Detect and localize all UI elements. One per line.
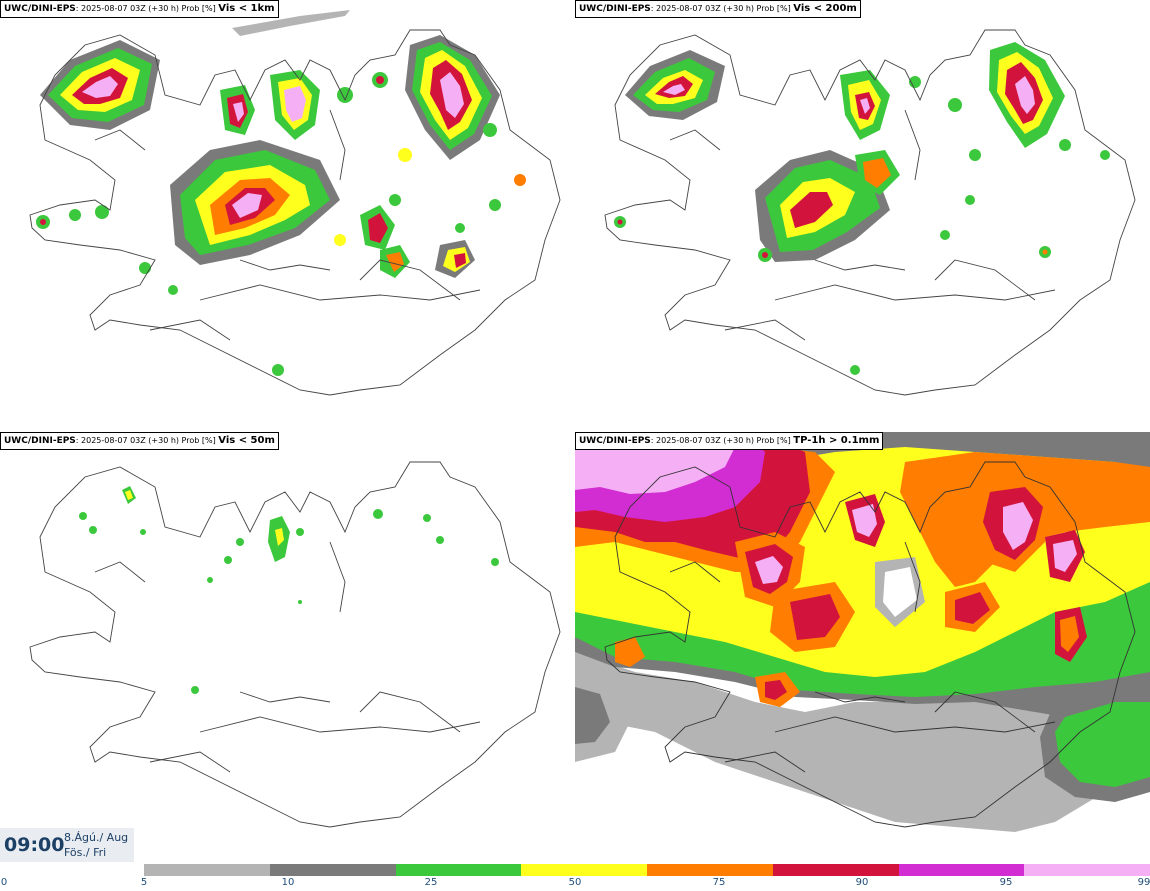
map-canvas: [604, 29, 1136, 396]
probability-field: [36, 10, 526, 376]
panel-variable: Vis < 200m: [793, 3, 857, 14]
valid-time-box: 09:00 8.Ágú./ Aug Fös./ Fri: [0, 828, 134, 862]
panel-variable: TP-1h > 0.1mm: [793, 435, 880, 446]
colorbar-segment: [395, 864, 522, 876]
panel-source: UWC/DINI-EPS: [579, 436, 651, 446]
panel-info: : 2025-08-07 03Z (+30 h) Prob [%]: [75, 436, 219, 445]
map-canvas: [29, 10, 561, 396]
colorbar-tick-label: 90: [855, 877, 869, 888]
map-panel-vis-50m: UWC/DINI-EPS: 2025-08-07 03Z (+30 h) Pro…: [0, 432, 575, 862]
map-canvas: [575, 432, 1150, 832]
colorbar-segment: [144, 864, 270, 876]
colorbar-tick-label: 95: [999, 877, 1013, 888]
panel-source: UWC/DINI-EPS: [4, 436, 76, 446]
colorbar-segment: [647, 864, 773, 876]
valid-time: 09:00: [4, 834, 65, 856]
colorbar-segment: [772, 864, 899, 876]
coastline: [604, 461, 1136, 828]
colorbar-tick-label: 25: [424, 877, 438, 888]
map-panel-vis-200m: UWC/DINI-EPS: 2025-08-07 03Z (+30 h) Pro…: [575, 0, 1150, 430]
colorbar-segment: [898, 864, 1025, 876]
map-canvas: [29, 461, 561, 828]
colorbar-tick-label: 10: [281, 877, 295, 888]
coastline: [29, 461, 561, 828]
panel-title: UWC/DINI-EPS: 2025-08-07 03Z (+30 h) Pro…: [575, 432, 884, 450]
panel-variable: Vis < 1km: [218, 3, 275, 14]
colorbar-tick-label: 5: [140, 877, 148, 888]
colorbar-tick-label: 75: [712, 877, 726, 888]
valid-date: 8.Ágú./ Aug: [64, 831, 129, 844]
map-panel-vis-1km: UWC/DINI-EPS: 2025-08-07 03Z (+30 h) Pro…: [0, 0, 575, 430]
colorbar-segment: [521, 864, 647, 876]
colorbar: [144, 864, 1150, 876]
panel-source: UWC/DINI-EPS: [4, 4, 76, 14]
panel-title: UWC/DINI-EPS: 2025-08-07 03Z (+30 h) Pro…: [0, 432, 279, 450]
panel-info: : 2025-08-07 03Z (+30 h) Prob [%]: [650, 436, 794, 445]
colorbar-tick-label: 50: [568, 877, 582, 888]
map-panel-precip-1h: UWC/DINI-EPS: 2025-08-07 03Z (+30 h) Pro…: [575, 432, 1150, 862]
colorbar-tick-label: 99: [1137, 877, 1150, 888]
valid-day: Fös./ Fri: [64, 846, 107, 859]
colorbar-tick-label: 0: [0, 877, 8, 888]
colorbar-segment: [269, 864, 396, 876]
colorbar-ticks: 0 5 10 25 50 75 90 95 99: [0, 877, 1150, 891]
panel-title: UWC/DINI-EPS: 2025-08-07 03Z (+30 h) Pro…: [0, 0, 279, 18]
panel-variable: Vis < 50m: [218, 435, 275, 446]
colorbar-segment: [1024, 864, 1150, 876]
panel-info: : 2025-08-07 03Z (+30 h) Prob [%]: [650, 4, 794, 13]
panel-source: UWC/DINI-EPS: [579, 4, 651, 14]
coastline: [604, 29, 1136, 396]
panel-info: : 2025-08-07 03Z (+30 h) Prob [%]: [75, 4, 219, 13]
probability-field: [614, 42, 1110, 375]
panel-title: UWC/DINI-EPS: 2025-08-07 03Z (+30 h) Pro…: [575, 0, 861, 18]
probability-field: [79, 486, 499, 694]
probability-field: [575, 432, 1150, 832]
coastline: [29, 29, 561, 396]
